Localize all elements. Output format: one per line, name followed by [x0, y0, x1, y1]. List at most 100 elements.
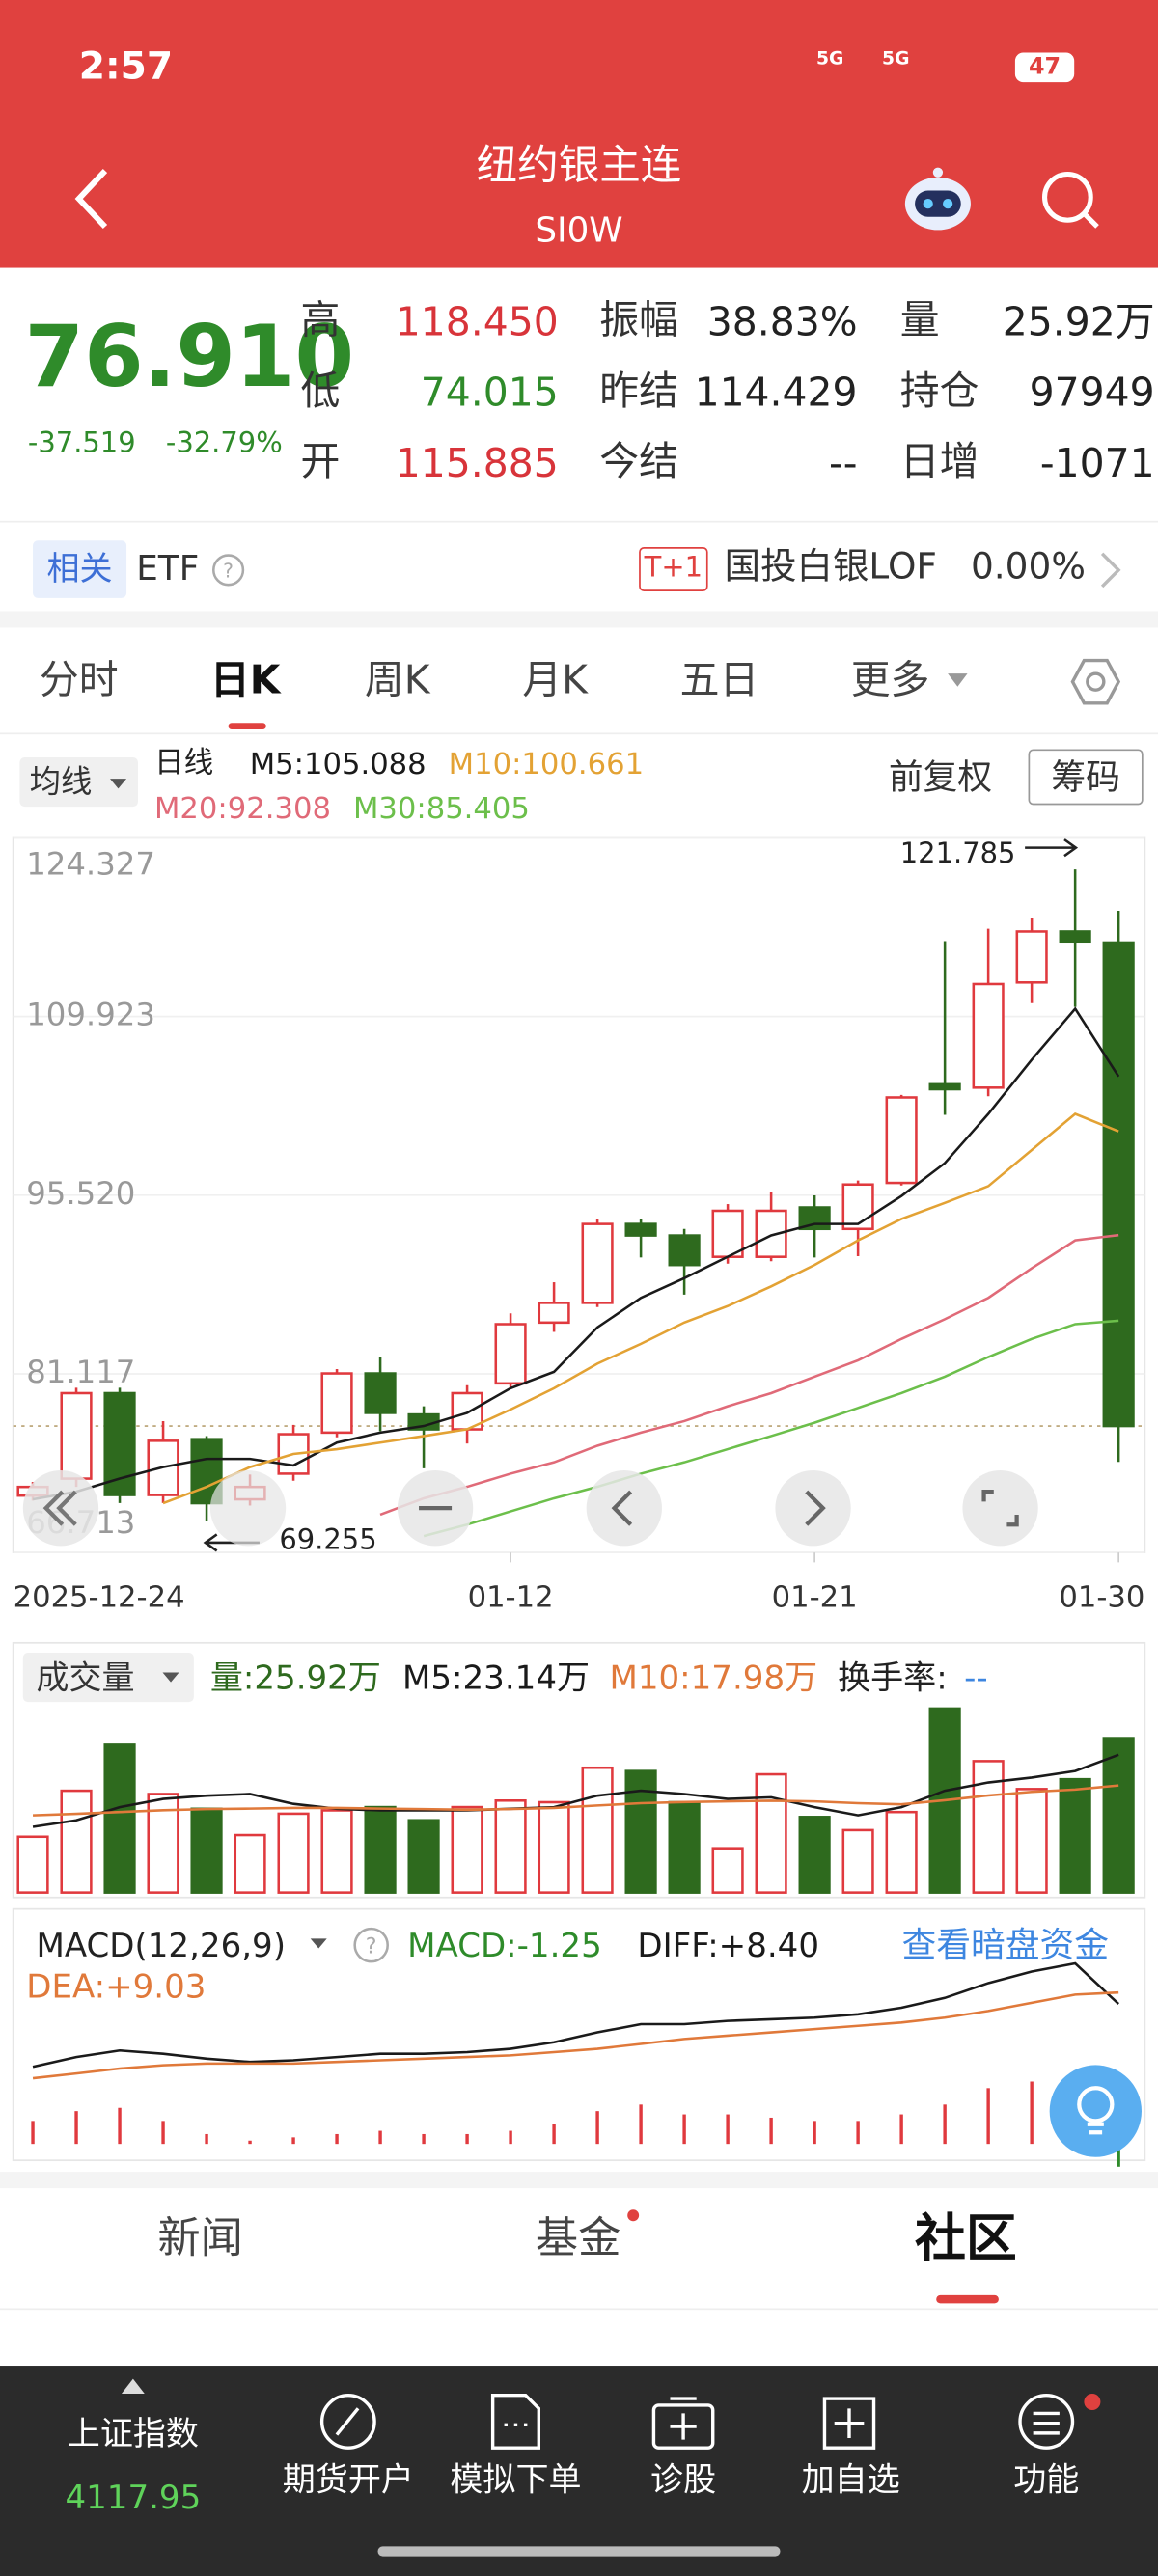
ma-button-label[interactable]: 均线	[29, 763, 93, 801]
adjust[interactable]: 前复权	[888, 756, 993, 797]
volume-bar	[277, 1812, 310, 1894]
move-left[interactable]	[586, 1470, 662, 1547]
zoom-out[interactable]	[397, 1470, 474, 1547]
index-name[interactable]: 上证指数	[67, 2413, 199, 2453]
net-type: 5G	[815, 47, 844, 69]
nav-item[interactable]: 诊股	[650, 2459, 717, 2499]
volume-bar	[711, 1847, 744, 1894]
candle-body	[972, 982, 1005, 1089]
news-tab[interactable]: 基金	[535, 2214, 621, 2264]
field-value: -1071	[1039, 440, 1155, 487]
help-icon[interactable]: ?	[210, 552, 246, 588]
flat-button[interactable]	[209, 1470, 287, 1547]
field-value: 74.015	[420, 370, 559, 416]
volume-bar	[798, 1816, 831, 1894]
volume-bar	[190, 1807, 223, 1894]
back-button[interactable]	[66, 164, 115, 233]
field-label: 量	[899, 297, 940, 343]
period: 日线	[154, 746, 214, 781]
volume-bar	[364, 1805, 397, 1894]
volume-title[interactable]: 成交量	[36, 1658, 135, 1698]
field-value: 114.429	[694, 370, 858, 416]
dropdown-arrow	[110, 779, 127, 789]
help-icon[interactable]: ?	[351, 1926, 391, 1965]
y-tick-label: 124.327	[26, 845, 155, 882]
fullscreen[interactable]	[962, 1470, 1038, 1547]
volume-bar	[885, 1810, 918, 1894]
title: 纽约银主连	[476, 141, 682, 189]
nav-item[interactable]: 功能	[1013, 2459, 1080, 2499]
ma-line	[32, 1990, 1119, 2080]
tip-button[interactable]	[1046, 2062, 1144, 2160]
chips-button[interactable]: 筹码	[1028, 749, 1144, 806]
divider	[0, 520, 1158, 523]
zoom-out-left[interactable]	[22, 1470, 99, 1547]
macd-title[interactable]: MACD(12,26,9)	[36, 1925, 287, 1965]
candle-body	[451, 1391, 483, 1431]
tab[interactable]: 月K	[522, 657, 588, 703]
candle-body	[538, 1302, 570, 1325]
home-indicator	[377, 2546, 781, 2557]
change-pct: -32.79%	[165, 426, 283, 460]
candle-body	[711, 1209, 744, 1258]
x-tick-label: 01-21	[772, 1580, 858, 1614]
y-tick-label: 95.520	[26, 1175, 135, 1212]
candle-body	[364, 1372, 397, 1414]
volume-button[interactable]	[22, 1653, 194, 1703]
candle-body	[60, 1391, 93, 1480]
move-right[interactable]	[775, 1470, 851, 1547]
tab[interactable]: 分时	[39, 657, 119, 703]
volume-bar	[320, 1809, 353, 1894]
tab[interactable]: 周K	[364, 657, 430, 703]
candle-body	[885, 1096, 918, 1185]
candle-body	[494, 1323, 527, 1385]
legend-ma: M20:92.308	[154, 791, 331, 827]
candle-body	[320, 1372, 353, 1435]
field-label: 日增	[899, 438, 979, 485]
robot-icon[interactable]	[900, 164, 976, 233]
volume-panel	[12, 1641, 1146, 1899]
field-value: 25.92万	[1002, 298, 1155, 345]
field-value: 118.450	[395, 298, 559, 345]
tab[interactable]: 五日	[679, 657, 759, 703]
volume-bar	[538, 1800, 570, 1894]
ma-line	[379, 1233, 1119, 1517]
tab-active[interactable]: 日K	[209, 657, 281, 703]
volume-bar	[60, 1789, 93, 1894]
candle-body	[1059, 930, 1091, 944]
x-tick-label: 2025-12-24	[14, 1580, 185, 1614]
low-annotation: 69.255	[279, 1524, 377, 1558]
etf-pct: 0.00%	[970, 547, 1086, 589]
etf-name[interactable]: 国投白银LOF	[724, 547, 937, 589]
news-tab[interactable]: 新闻	[157, 2214, 243, 2264]
navbar	[0, 2366, 1158, 2576]
red-dot	[627, 2209, 640, 2222]
nav-item[interactable]: 模拟下单	[450, 2459, 582, 2499]
volume-bar	[494, 1799, 527, 1894]
code: SI0W	[535, 209, 623, 250]
volume-bar	[841, 1828, 874, 1894]
dark-pool-link[interactable]: 查看暗盘资金	[901, 1925, 1109, 1965]
tab[interactable]: 更多	[850, 657, 930, 703]
news-tab-active[interactable]: 社区	[915, 2209, 1017, 2269]
gap	[0, 611, 1158, 628]
etf-label: ETF	[136, 548, 200, 589]
settings-icon[interactable]	[1069, 655, 1121, 707]
nav-item[interactable]: 期货开户	[282, 2459, 414, 2499]
volume-bar	[755, 1772, 787, 1894]
nav-item[interactable]: 加自选	[801, 2459, 900, 2499]
legend-ma: M10:100.661	[448, 747, 645, 782]
candle-body	[103, 1391, 136, 1496]
legend-ma: M5:23.14万	[402, 1658, 591, 1698]
field-value: 38.83%	[706, 298, 858, 345]
volume-bar	[407, 1819, 440, 1894]
candle-body	[841, 1183, 874, 1231]
chevron	[1100, 552, 1121, 589]
legend-ma: M30:85.405	[352, 791, 530, 827]
volume-bar	[1015, 1788, 1048, 1894]
candle-body	[668, 1234, 701, 1267]
search-icon[interactable]	[1038, 168, 1104, 233]
index-value: 4117.95	[65, 2477, 202, 2517]
header-bar	[0, 0, 1158, 268]
